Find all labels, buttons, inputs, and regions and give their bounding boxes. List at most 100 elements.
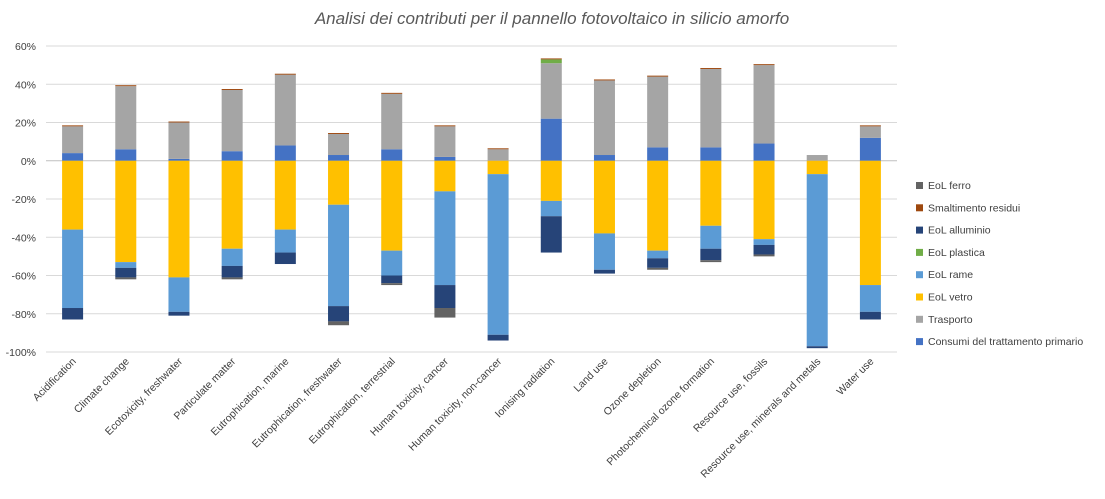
bar-segment-eol-vetro [806,160,828,175]
bar-segment-consumi-del-trattamento-primario [168,158,190,161]
bar-segment-eol-vetro [487,160,509,175]
bar-segment-eol-vetro [593,160,615,234]
legend-item: EoL alluminio [916,225,991,237]
legend-swatch [916,315,923,323]
bar-segment-consumi-del-trattamento-primario [274,145,296,161]
legend-item: EoL plastica [916,247,985,259]
bar-stack [62,125,84,320]
bar-segment-eol-rame [434,191,456,286]
bar-segment-eol-vetro [540,160,562,201]
legend-item: EoL ferro [916,180,971,192]
bar-segment-eol-alluminio [328,306,350,322]
bar-segment-consumi-del-trattamento-primario [540,118,562,161]
bar-segment-eol-alluminio [168,311,190,316]
bar-segment-eol-rame [221,248,243,266]
bar-segment-smaltimento-residui [221,89,243,90]
bar-stack [381,92,403,286]
legend-swatch [916,338,923,346]
bar-segment-trasporto [62,126,84,154]
bar-segment-eol-vetro [168,160,190,278]
x-category-label: Eutrophication, freshwater [250,355,345,450]
bar-stack [753,64,775,257]
bar-stack [593,79,615,274]
legend-item: EoL vetro [916,292,973,304]
bar-segment-trasporto [115,86,137,150]
legend-label: EoL alluminio [928,225,991,237]
bar-segment-eol-rame [487,174,509,335]
bar-segment-trasporto [168,122,190,159]
x-category-label: Photochemical ozone formation [604,356,717,469]
bar-segment-eol-rame [700,225,722,249]
bar-segment-smaltimento-residui [593,79,615,81]
bar-segment-eol-alluminio [434,285,456,309]
bar-stack [540,58,562,253]
legend-swatch [916,204,923,212]
bar-stack [221,89,243,280]
bar-segment-smaltimento-residui [274,73,296,75]
bar-segment-consumi-del-trattamento-primario [381,149,403,161]
bar-segment-eol-ferro [115,277,137,280]
bar-segment-eol-alluminio [647,258,669,268]
bar-segment-consumi-del-trattamento-primario [753,143,775,161]
legend-item: Consumi del trattamento primario [916,336,1083,348]
x-category-label: Eutrophication, terrestrial [307,356,398,447]
bar-segment-eol-vetro [62,160,84,230]
bar-segment-trasporto [221,89,243,152]
bar-segment-eol-rame [593,233,615,270]
legend-label: Smaltimento residui [928,202,1020,214]
bar-stack [700,67,722,263]
bar-segment-smaltimento-residui [168,121,190,123]
legend-item: Smaltimento residui [916,202,1020,214]
bar-segment-eol-alluminio [593,269,615,274]
bar-segment-eol-rame [328,204,350,307]
bar-segment-eol-alluminio [806,346,828,349]
y-tick-label: 60% [15,41,36,53]
bar-segment-consumi-del-trattamento-primario [593,155,615,161]
bar-segment-trasporto [381,93,403,150]
bar-segment-eol-alluminio [753,244,775,255]
y-tick-label: -100% [6,347,36,359]
legend-swatch [916,182,923,189]
y-axis-ticks: 60% 40% 20% 0% -20% -40% -60% -80% -100% [6,41,36,359]
legend-label: EoL rame [928,269,973,281]
bar-segment-trasporto [593,80,615,156]
y-tick-label: 20% [15,118,36,130]
x-category-label: Water use [834,356,876,398]
bar-segment-eol-ferro [381,283,403,286]
bar-segment-eol-rame [859,285,881,312]
bar-segment-eol-alluminio [115,267,137,278]
bar-segment-eol-rame [115,262,137,268]
bar-segment-eol-rame [806,174,828,347]
bar-stack [647,75,669,270]
bar-segment-trasporto [328,133,350,156]
y-tick-label: -20% [11,194,36,206]
bar-segment-smaltimento-residui [753,64,775,66]
bar-segment-eol-rame [753,239,775,245]
legend-label: Consumi del trattamento primario [928,336,1083,348]
bar-segment-eol-alluminio [62,308,84,320]
bar-segment-eol-vetro [221,160,243,249]
bar-stacks [62,58,881,349]
bar-stack [115,85,137,280]
bar-segment-trasporto [274,74,296,146]
bar-segment-eol-ferro [700,260,722,263]
bar-segment-smaltimento-residui [434,125,456,127]
bar-segment-eol-alluminio [381,275,403,284]
bar-segment-eol-rame [540,200,562,217]
legend-label: EoL plastica [928,247,985,259]
y-tick-label: -40% [11,232,36,244]
bar-segment-eol-ferro [328,321,350,326]
x-category-label: Land use [572,356,611,395]
bar-segment-trasporto [487,149,509,161]
bar-stack [168,121,190,316]
legend-swatch [916,293,923,301]
y-tick-label: 40% [15,79,36,91]
bar-segment-smaltimento-residui [328,133,350,134]
bar-segment-eol-vetro [647,160,669,251]
bar-segment-eol-ferro [753,254,775,257]
bar-segment-trasporto [806,155,828,161]
legend-swatch [916,271,923,279]
bar-segment-trasporto [434,126,456,157]
bar-segment-eol-ferro [434,308,456,318]
bar-segment-eol-rame [168,277,190,312]
